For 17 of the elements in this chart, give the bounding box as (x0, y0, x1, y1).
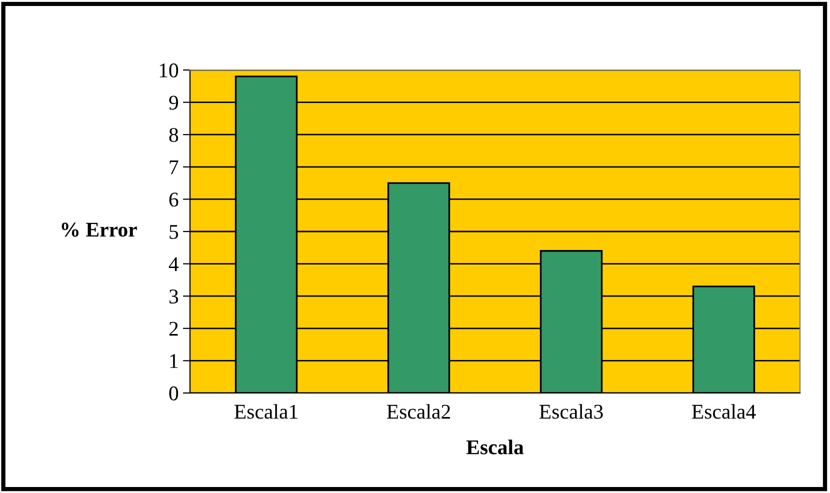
y-tick-label: 1 (170, 354, 178, 368)
y-tick-label: 8 (169, 128, 178, 142)
y-tick-label: 5 (170, 225, 178, 239)
x-tick-label: Escala3 (539, 404, 603, 419)
y-tick-label: 10 (160, 63, 178, 78)
y-axis-title: % Error (62, 222, 137, 237)
y-tick-label: 6 (169, 192, 178, 207)
y-tick-label: 7 (170, 160, 178, 174)
x-axis-title: Escala (466, 440, 524, 454)
y-tick-label: 0 (169, 386, 178, 400)
y-tick-label: 9 (169, 96, 178, 110)
x-tick-label: Escala4 (692, 404, 756, 419)
y-tick-label: 4 (168, 257, 179, 272)
y-tick-label: 2 (169, 322, 178, 336)
y-tick-label: 3 (169, 290, 178, 304)
x-tick-label: Escala1 (234, 404, 298, 419)
x-tick-label: Escala2 (386, 404, 450, 419)
